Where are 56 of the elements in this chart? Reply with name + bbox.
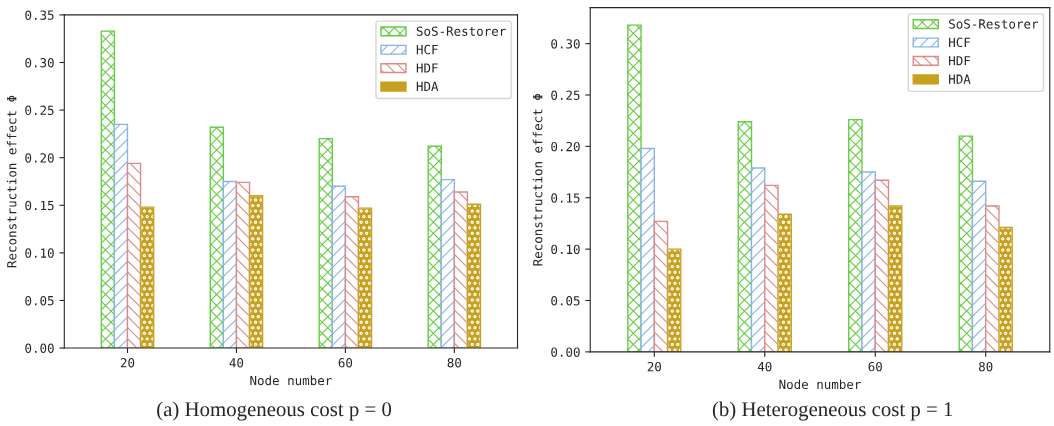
bar [209,126,225,349]
x-tick-label: 40 [229,358,244,368]
bar [427,145,442,349]
text: (b) Heterogeneous cost p = 1 [712,401,953,421]
legend-label: SoS-Restorer [416,26,506,36]
y-tick-label: 0.15 [25,200,54,211]
y-tick-label: 0.10 [25,248,54,258]
y-tick-label: 0.05 [551,296,580,306]
bar [113,123,129,349]
y-tick-label: 0.25 [25,105,54,116]
legend-label: HDF [416,63,438,73]
y-tick-label: 0.05 [25,295,54,306]
y-axis-title: Reconstruction effect Φ [532,93,543,266]
x-tick-label: 20 [120,358,135,368]
y-tick-label: 0.00 [551,347,580,357]
bar [235,181,251,349]
y-tick-label: 0.25 [551,90,580,100]
y-tick-label: 0.20 [551,141,580,152]
x-tick-label: 80 [447,358,462,368]
bar [737,121,753,352]
x-tick-label: 20 [647,361,662,372]
y-tick-label: 0.20 [25,153,54,163]
bar [985,205,1000,352]
y-tick-label: 0.30 [551,39,580,49]
legend-label: SoS-Restorer [949,19,1039,29]
x-axis-title: Node number [250,375,332,386]
bar [344,196,360,349]
bar [861,171,876,352]
x-tick-label: 80 [978,361,993,372]
x-tick-label: 60 [868,361,882,372]
y-tick-label: 0.10 [551,244,580,255]
x-tick-label: 60 [338,358,353,368]
legend-label: HDF [949,56,971,66]
y-tick-label: 0.30 [25,58,54,68]
bar [764,184,779,352]
bar [100,30,116,349]
legend-label: HDA [416,81,439,91]
y-tick-label: 0.15 [551,193,580,203]
bar [331,185,347,349]
bar [318,137,333,349]
legend-label: HCF [949,37,971,48]
text: (a) Homogeneous cost p = 0 [157,401,392,421]
bar [453,191,469,349]
bar [640,147,656,352]
y-tick-label: 0.00 [25,343,54,353]
bar [126,162,142,349]
bar [958,135,974,352]
x-axis-title: Node number [779,379,861,390]
y-tick-label: 0.35 [25,10,54,20]
bar [627,24,642,352]
x-tick-label: 40 [757,361,772,372]
bar [848,118,863,352]
legend-label: HDA [949,74,971,84]
bar [440,178,456,349]
y-axis-title: Reconstruction effect Φ [6,95,17,268]
legend-label: HCF [416,44,438,55]
